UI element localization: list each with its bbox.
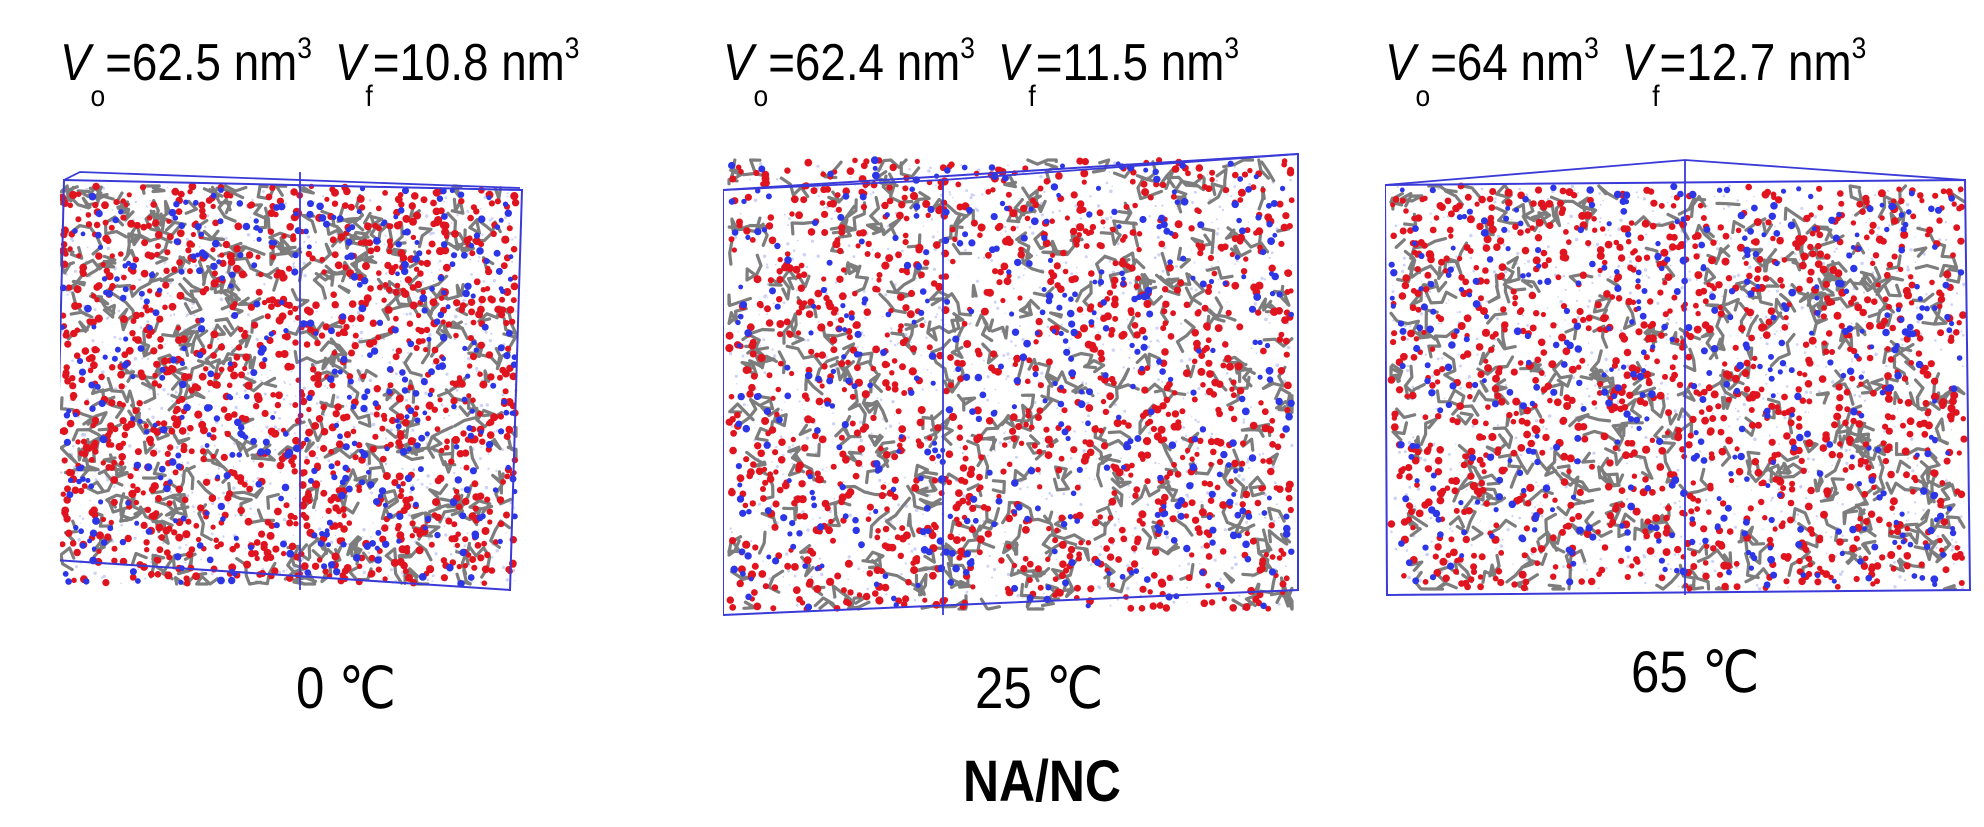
vo-symbol: V [1385, 34, 1416, 92]
vf-symbol: V [1621, 34, 1653, 92]
vo-value: =64 nm [1430, 34, 1585, 92]
vf-subscript: f [1028, 80, 1036, 113]
temperature-label: 25 ℃ [975, 656, 1104, 721]
box-edges [723, 152, 1299, 617]
vf-symbol: V [997, 34, 1029, 92]
vf-subscript: f [365, 80, 373, 113]
vf-exponent: 3 [564, 32, 580, 65]
box-edges [1385, 159, 1972, 597]
vf-exponent: 3 [1224, 32, 1240, 65]
vo-symbol: V [723, 34, 754, 92]
temperature-label: 0 ℃ [296, 656, 396, 721]
vo-symbol: V [60, 34, 91, 92]
vf-value: =11.5 nm [1035, 34, 1225, 92]
molecular-box [60, 171, 524, 592]
vo-subscript: o [753, 80, 769, 113]
atom-layer [60, 182, 520, 588]
vo-value: =62.4 nm [768, 34, 961, 92]
volume-label: Vo=64 nm3 Vf=12.7 nm3 [1385, 34, 1866, 112]
vo-exponent: 3 [960, 32, 975, 65]
molecular-box [1385, 159, 1972, 597]
panel-65c: Vo=64 nm3 Vf=12.7 nm3 65 ℃ [1385, 0, 1984, 760]
figure-caption: NA/NC [963, 749, 1121, 814]
vf-symbol: V [334, 34, 366, 92]
molecular-box [723, 152, 1299, 617]
vo-exponent: 3 [1584, 32, 1599, 65]
vo-exponent: 3 [297, 32, 312, 65]
vo-subscript: o [90, 80, 106, 113]
vf-exponent: 3 [1851, 32, 1867, 65]
volume-label: Vo=62.4 nm3 Vf=11.5 nm3 [723, 34, 1239, 112]
volume-label: Vo=62.5 nm3 Vf=10.8 nm3 [60, 34, 579, 112]
vo-subscript: o [1415, 80, 1431, 113]
vf-subscript: f [1652, 80, 1660, 113]
temperature-label: 65 ℃ [1631, 640, 1760, 705]
box-edges [60, 171, 524, 592]
vo-value: =62.5 nm [105, 34, 298, 92]
carbon-bond-layer [727, 158, 1294, 611]
panel-0c: Vo=62.5 nm3 Vf=10.8 nm3 0 ℃ [60, 0, 700, 760]
vf-value: =10.8 nm [372, 34, 565, 92]
vf-value: =12.7 nm [1659, 34, 1852, 92]
atom-layer [1387, 182, 1968, 592]
panel-25c: Vo=62.4 nm3 Vf=11.5 nm3 25 ℃ [723, 0, 1363, 760]
